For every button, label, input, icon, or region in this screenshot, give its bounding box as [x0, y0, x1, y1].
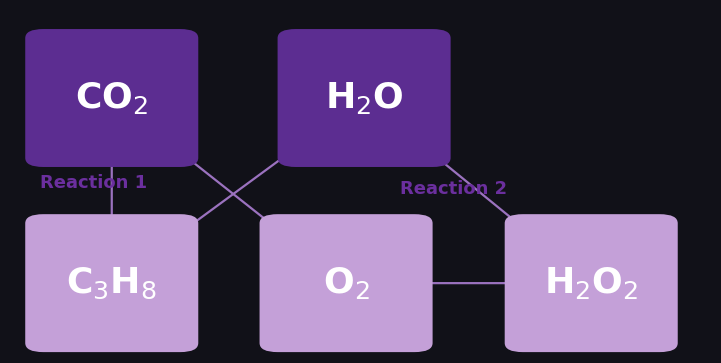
Text: H$_{2}$O: H$_{2}$O	[325, 80, 403, 116]
FancyBboxPatch shape	[25, 214, 198, 352]
FancyBboxPatch shape	[25, 29, 198, 167]
Text: O$_{2}$: O$_{2}$	[323, 265, 369, 301]
FancyBboxPatch shape	[260, 214, 433, 352]
Text: Reaction 2: Reaction 2	[400, 180, 508, 198]
FancyBboxPatch shape	[505, 214, 678, 352]
FancyBboxPatch shape	[278, 29, 451, 167]
Text: C$_{3}$H$_{8}$: C$_{3}$H$_{8}$	[66, 265, 157, 301]
Text: Reaction 1: Reaction 1	[40, 174, 147, 192]
Text: CO$_{2}$: CO$_{2}$	[75, 80, 149, 116]
Text: H$_{2}$O$_{2}$: H$_{2}$O$_{2}$	[544, 265, 638, 301]
